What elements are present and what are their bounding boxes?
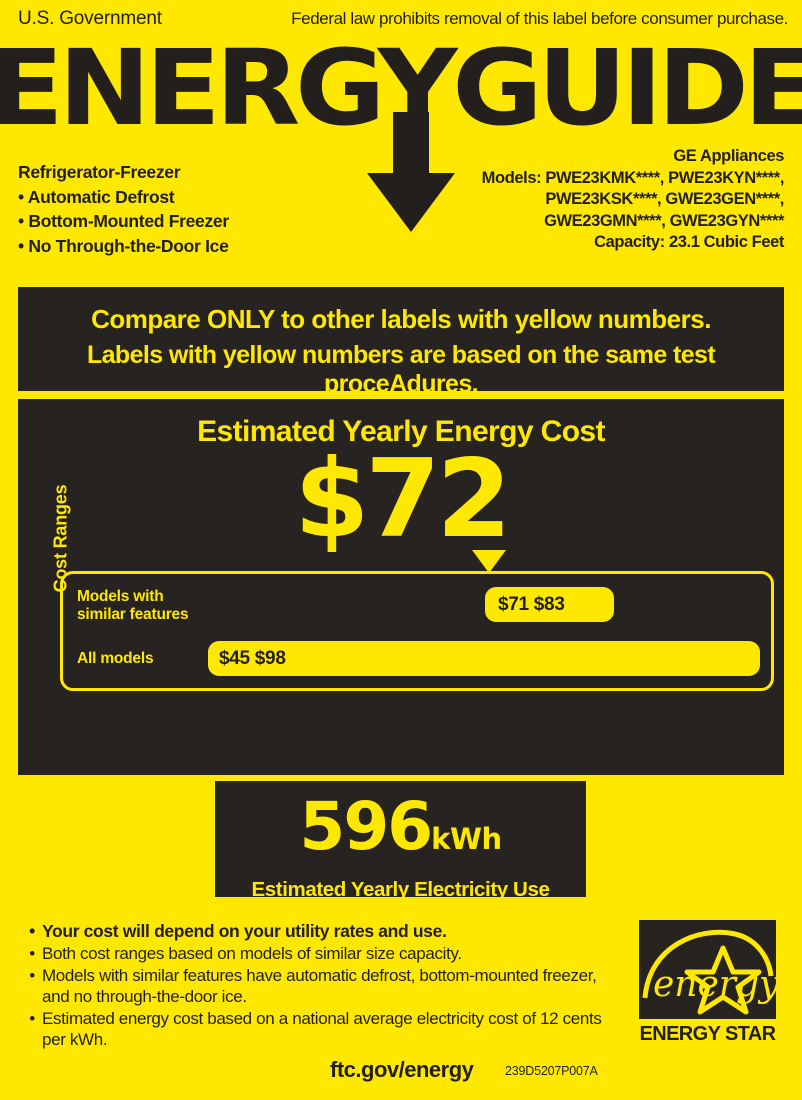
similar-models-range-bar: $71 $83 <box>485 587 614 622</box>
product-type: Refrigerator-Freezer <box>18 162 181 182</box>
similar-models-label-line-1: Models with <box>77 588 164 605</box>
disclaimer-notes: • Your cost will depend on your utility r… <box>22 921 612 1052</box>
product-feature-0: • Automatic Defrost <box>18 186 175 207</box>
brand-model-block: GE Appliances Models: PWE23KMK****, PWE2… <box>481 146 785 254</box>
compare-banner-line-2: Labels with yellow numbers are based on … <box>86 341 716 398</box>
svg-text:energy: energy <box>653 964 776 1005</box>
capacity-text: Capacity: 23.1 Cubic Feet <box>594 233 784 251</box>
bullet-icon: • <box>29 1009 35 1028</box>
energy-star-svg-icon: energy <box>642 929 776 1015</box>
electricity-use-value-group: 596kWh <box>215 794 586 872</box>
compare-banner: Compare ONLY to other labels with yellow… <box>18 287 784 398</box>
down-arrow-head-icon <box>367 173 455 232</box>
bullet-icon: • <box>29 943 35 963</box>
cost-pointer-icon <box>472 550 506 573</box>
note-item: • Estimated energy cost based on a nation… <box>22 1009 612 1050</box>
electricity-use-panel: 596kWh Estimated Yearly Electricity Use <box>215 781 586 901</box>
product-feature-2: • No Through-the-Door Ice <box>18 235 229 256</box>
part-number: 239D5207P007A <box>505 1064 598 1078</box>
energy-star-label: ENERGY STAR <box>639 1022 776 1046</box>
note-text-2: Models with similar features have automa… <box>42 966 597 1006</box>
note-text-0: Your cost will depend on your utility ra… <box>42 921 447 941</box>
note-text-1: Both cost ranges based on models of simi… <box>42 943 462 963</box>
estimated-yearly-energy-cost-value: $72 <box>294 437 511 562</box>
bullet-icon: • <box>29 921 35 941</box>
federal-law-notice: Federal law prohibits removal of this la… <box>291 9 788 28</box>
note-item: • Models with similar features have autom… <box>22 966 612 1007</box>
note-item: • Your cost will depend on your utility r… <box>22 921 612 942</box>
manufacturer-name: GE Appliances <box>673 147 784 165</box>
energy-star-logo: energy ENERGY STAR <box>631 914 784 1052</box>
models-line-3: GWE23GMN****, GWE23GYN**** <box>544 211 784 230</box>
all-models-range-bar: $45 $98 <box>208 641 760 676</box>
product-feature-1: • Bottom-Mounted Freezer <box>18 211 229 231</box>
estimated-yearly-energy-cost-title: Estimated Yearly Energy Cost <box>197 415 605 448</box>
bullet-icon: • <box>29 966 35 985</box>
electricity-use-unit: kWh <box>431 822 502 856</box>
electricity-use-caption: Estimated Yearly Electricity Use <box>251 878 550 901</box>
energy-cost-panel: Estimated Yearly Energy Cost $72 Cost Ra… <box>18 399 784 775</box>
all-models-label: All models <box>77 650 154 667</box>
cost-ranges-box: Models with similar features $71 $83 All… <box>60 571 774 691</box>
electricity-use-value: 596 <box>299 788 433 865</box>
ftc-website-link[interactable]: ftc.gov/energy <box>330 1057 474 1082</box>
energy-star-emblem-icon: energy <box>639 920 776 1019</box>
us-government-text: U.S. Government <box>18 8 162 29</box>
similar-models-label: Models with similar features <box>77 588 189 624</box>
compare-banner-line-1: Compare ONLY to other labels with yellow… <box>91 304 711 334</box>
models-line-2: PWE23KSK****, GWE23GEN****, <box>545 190 784 208</box>
note-item: • Both cost ranges based on models of sim… <box>22 944 612 965</box>
product-features: Refrigerator-Freezer • Automatic Defrost… <box>18 160 229 258</box>
similar-models-label-line-2: similar features <box>77 606 189 623</box>
models-line-1: Models: PWE23KMK****, PWE23KYN****, <box>481 168 785 187</box>
note-text-3: Estimated energy cost based on a nationa… <box>42 1009 602 1049</box>
